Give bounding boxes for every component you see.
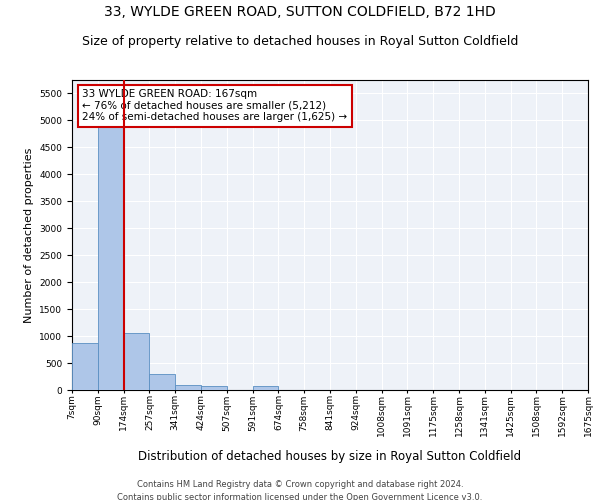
Bar xyxy=(175,385,201,390)
Text: Contains public sector information licensed under the Open Government Licence v3: Contains public sector information licen… xyxy=(118,492,482,500)
Text: 33 WYLDE GREEN ROAD: 167sqm
← 76% of detached houses are smaller (5,212)
24% of : 33 WYLDE GREEN ROAD: 167sqm ← 76% of det… xyxy=(82,90,347,122)
Bar xyxy=(253,386,278,390)
Text: Contains HM Land Registry data © Crown copyright and database right 2024.: Contains HM Land Registry data © Crown c… xyxy=(137,480,463,489)
Bar xyxy=(124,333,149,390)
Bar xyxy=(98,94,124,390)
Bar xyxy=(201,386,227,390)
Y-axis label: Number of detached properties: Number of detached properties xyxy=(24,148,34,322)
Text: Distribution of detached houses by size in Royal Sutton Coldfield: Distribution of detached houses by size … xyxy=(139,450,521,463)
Text: 33, WYLDE GREEN ROAD, SUTTON COLDFIELD, B72 1HD: 33, WYLDE GREEN ROAD, SUTTON COLDFIELD, … xyxy=(104,5,496,19)
Bar xyxy=(149,374,175,390)
Bar xyxy=(72,343,98,390)
Text: Size of property relative to detached houses in Royal Sutton Coldfield: Size of property relative to detached ho… xyxy=(82,35,518,48)
